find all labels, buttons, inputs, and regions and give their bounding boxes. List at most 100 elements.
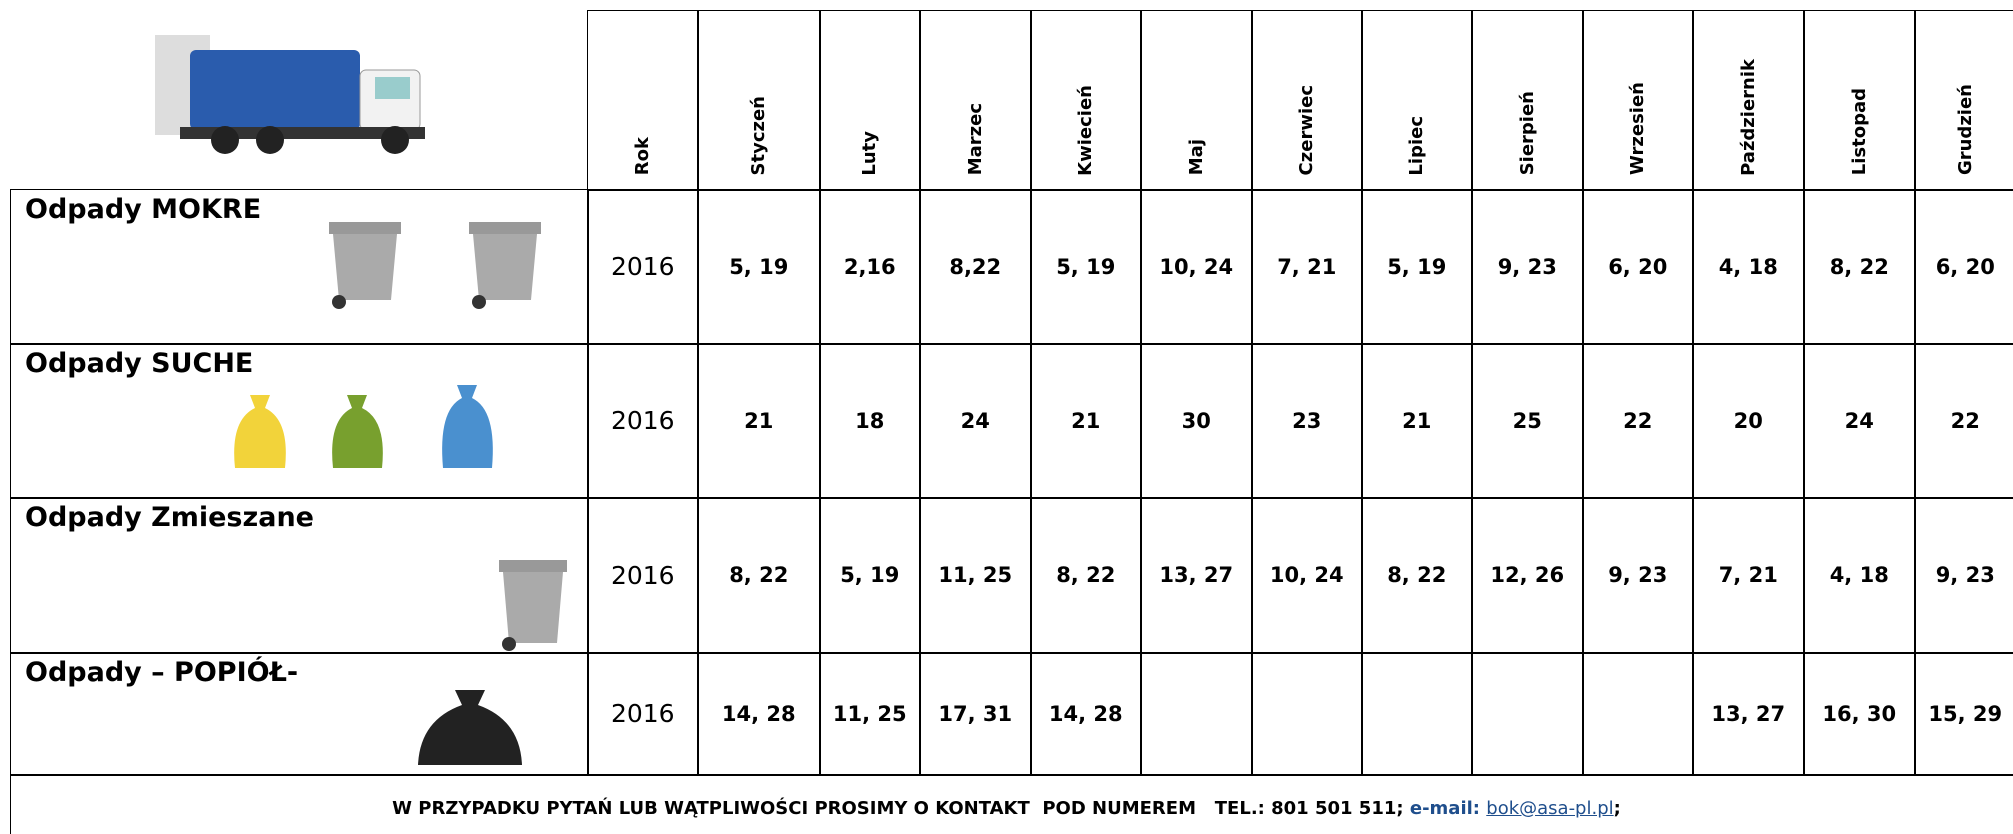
row-year: 2016	[611, 406, 675, 435]
date-value: 5, 19	[729, 255, 788, 279]
value-cell: 8, 22	[697, 497, 821, 654]
value-cell: 8, 22	[1803, 189, 1916, 345]
value-cell: 12, 26	[1471, 497, 1584, 654]
value-cell: 21	[697, 343, 821, 499]
footer-end: ;	[1614, 798, 1621, 819]
value-cell: 5, 19	[1361, 189, 1473, 345]
header-month: Marzec	[965, 103, 986, 175]
value-cell: 11, 25	[919, 497, 1032, 654]
row-year: 2016	[611, 252, 675, 281]
label-cell: Odpady SUCHE	[10, 343, 589, 499]
header-cell: Październik	[1692, 10, 1805, 191]
date-value: 8, 22	[729, 563, 788, 587]
date-value: 4, 18	[1719, 255, 1778, 279]
date-value: 24	[1845, 409, 1874, 433]
value-cell: 7, 21	[1692, 497, 1805, 654]
email-link[interactable]: bok@asa-pl.pl	[1486, 798, 1613, 819]
row-year: 2016	[611, 561, 675, 590]
value-cell: 25	[1471, 343, 1584, 499]
header-cell: Listopad	[1803, 10, 1916, 191]
header-month: Listopad	[1849, 88, 1870, 175]
date-value: 5, 19	[840, 563, 899, 587]
value-cell	[1471, 652, 1584, 776]
email-label: e-mail:	[1410, 798, 1480, 819]
date-value: 8, 22	[1387, 563, 1446, 587]
date-value: 22	[1623, 409, 1652, 433]
page: W PRZYPADKU PYTAŃ LUB WĄTPLIWOŚCI PROSIM…	[0, 0, 2013, 825]
label-cell: Odpady Zmieszane	[10, 497, 589, 654]
date-value: 13, 27	[1159, 563, 1233, 587]
year-cell: 2016	[587, 189, 699, 345]
value-cell: 13, 27	[1692, 652, 1805, 776]
header-month: Luty	[859, 131, 880, 176]
date-value: 13, 27	[1711, 702, 1785, 726]
date-value: 7, 21	[1719, 563, 1778, 587]
date-value: 30	[1182, 409, 1211, 433]
value-cell: 5, 19	[697, 189, 821, 345]
header-month: Wrzesień	[1627, 82, 1648, 175]
value-cell: 22	[1914, 343, 2013, 499]
value-cell: 10, 24	[1251, 497, 1363, 654]
value-cell: 17, 31	[919, 652, 1032, 776]
date-value: 5, 19	[1387, 255, 1446, 279]
row-label: Odpady Zmieszane	[25, 502, 314, 533]
date-value: 9, 23	[1936, 563, 1995, 587]
header-month: Październik	[1738, 59, 1759, 176]
header-cell: Maj	[1140, 10, 1253, 191]
header-year: Rok	[632, 137, 653, 175]
date-value: 14, 28	[1049, 702, 1123, 726]
value-cell: 2,16	[819, 189, 921, 345]
header-month: Grudzień	[1955, 84, 1976, 175]
value-cell	[1361, 652, 1473, 776]
row-label: Odpady MOKRE	[25, 194, 261, 225]
header-cell: Luty	[819, 10, 921, 191]
date-value: 24	[961, 409, 990, 433]
value-cell: 9, 23	[1582, 497, 1694, 654]
label-cell: Odpady – POPIÓŁ-	[10, 652, 589, 776]
header-cell: Styczeń	[697, 10, 821, 191]
header-cell: Wrzesień	[1582, 10, 1694, 191]
date-value: 22	[1951, 409, 1980, 433]
value-cell: 8, 22	[1361, 497, 1473, 654]
value-cell: 4, 18	[1692, 189, 1805, 345]
row-label: Odpady SUCHE	[25, 348, 253, 379]
date-value: 21	[1402, 409, 1431, 433]
value-cell: 21	[1361, 343, 1473, 499]
value-cell: 21	[1030, 343, 1142, 499]
date-value: 8, 22	[1830, 255, 1889, 279]
header-cell: Czerwiec	[1251, 10, 1363, 191]
date-value: 9, 23	[1608, 563, 1667, 587]
value-cell: 30	[1140, 343, 1253, 499]
date-value: 11, 25	[938, 563, 1012, 587]
value-cell: 10, 24	[1140, 189, 1253, 345]
value-cell: 6, 20	[1914, 189, 2013, 345]
value-cell: 5, 19	[1030, 189, 1142, 345]
value-cell	[1140, 652, 1253, 776]
header-cell: Lipiec	[1361, 10, 1473, 191]
value-cell: 9, 23	[1914, 497, 2013, 654]
date-value: 16, 30	[1822, 702, 1896, 726]
truck-image	[150, 15, 450, 165]
date-value: 15, 29	[1928, 702, 2002, 726]
header-month: Lipiec	[1406, 116, 1427, 176]
value-cell: 22	[1582, 343, 1694, 499]
date-value: 21	[1071, 409, 1100, 433]
value-cell: 15, 29	[1914, 652, 2013, 776]
label-cell: Odpady MOKRE	[10, 189, 589, 345]
value-cell: 13, 27	[1140, 497, 1253, 654]
date-value: 14, 28	[722, 702, 796, 726]
date-value: 7, 21	[1277, 255, 1336, 279]
header-cell: Rok	[587, 10, 699, 191]
header-cell: Grudzień	[1914, 10, 2013, 191]
date-value: 8,22	[949, 255, 1001, 279]
date-value: 6, 20	[1608, 255, 1667, 279]
header-month: Sierpień	[1517, 91, 1538, 175]
value-cell: 8, 22	[1030, 497, 1142, 654]
value-cell: 11, 25	[819, 652, 921, 776]
value-cell: 14, 28	[1030, 652, 1142, 776]
footer-text: W PRZYPADKU PYTAŃ LUB WĄTPLIWOŚCI PROSIM…	[392, 798, 1403, 819]
date-value: 12, 26	[1490, 563, 1564, 587]
value-cell: 23	[1251, 343, 1363, 499]
value-cell: 4, 18	[1803, 497, 1916, 654]
value-cell: 16, 30	[1803, 652, 1916, 776]
